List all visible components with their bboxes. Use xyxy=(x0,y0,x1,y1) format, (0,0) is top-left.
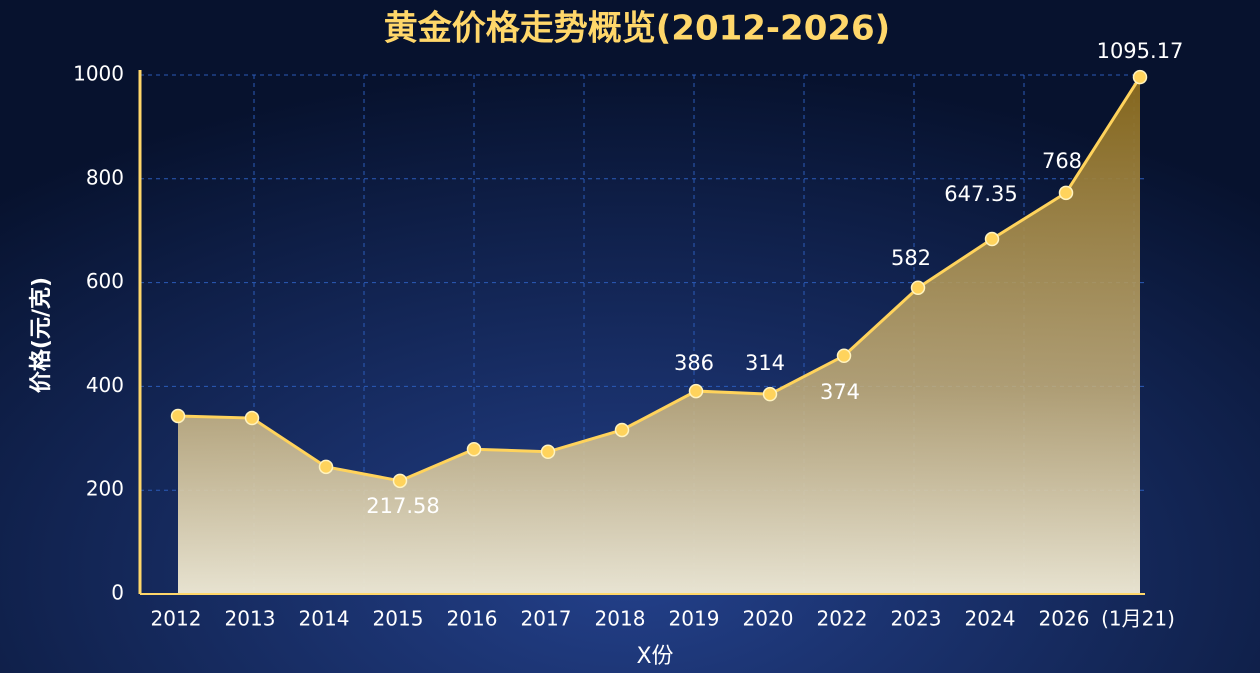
y-tick-label: 400 xyxy=(86,373,124,397)
x-tick-label: 2018 xyxy=(595,607,646,631)
x-tick-label: 2015 xyxy=(373,607,424,631)
point xyxy=(540,444,556,460)
annotation: 386 xyxy=(674,351,714,375)
point xyxy=(392,473,408,489)
point xyxy=(170,408,186,424)
y-tick-label: 200 xyxy=(86,477,124,501)
point xyxy=(688,383,704,399)
x-tick-label: 2013 xyxy=(225,607,276,631)
point xyxy=(910,280,926,296)
point xyxy=(318,459,334,475)
x-tick-label: 2024 xyxy=(965,607,1016,631)
annotation: 1095.17 xyxy=(1097,39,1184,63)
y-axis-label: 价格(元/克) xyxy=(28,277,54,393)
y-tick-label: 1000 xyxy=(73,62,124,86)
annotation: 647.35 xyxy=(944,182,1017,206)
annotation: 217.58 xyxy=(366,494,439,518)
point xyxy=(836,348,852,364)
point xyxy=(984,231,1000,247)
area xyxy=(178,77,1140,595)
y-tick-label: 600 xyxy=(86,269,124,293)
x-tick-label: 2023 xyxy=(891,607,942,631)
point xyxy=(1132,69,1148,85)
x-axis-label: X份 xyxy=(636,644,673,669)
x-tick-label: 2022 xyxy=(817,607,868,631)
x-tick-label: 2012 xyxy=(151,607,202,631)
point xyxy=(762,386,778,402)
line xyxy=(177,76,1142,483)
point xyxy=(1058,185,1074,201)
point xyxy=(614,422,630,438)
annotation: 374 xyxy=(820,380,860,404)
x-tick-label: 2019 xyxy=(669,607,720,631)
x-tick-label: (1月21) xyxy=(1101,607,1175,631)
y-tick-label: 800 xyxy=(86,165,124,189)
annotation: 582 xyxy=(891,246,931,270)
point xyxy=(244,410,260,426)
annotation: 768 xyxy=(1042,149,1082,173)
x-tick-label: 2017 xyxy=(521,607,572,631)
y-tick-label: 0 xyxy=(111,581,124,605)
x-tick-label: 2020 xyxy=(743,607,794,631)
x-tick-label: 2016 xyxy=(447,607,498,631)
chart-title: 黄金价格走势概览(2012-2026) xyxy=(384,9,890,49)
x-tick-label: 2014 xyxy=(299,607,350,631)
annotation: 314 xyxy=(745,351,785,375)
x-tick-label: 2026 xyxy=(1039,607,1090,631)
point xyxy=(466,441,482,457)
